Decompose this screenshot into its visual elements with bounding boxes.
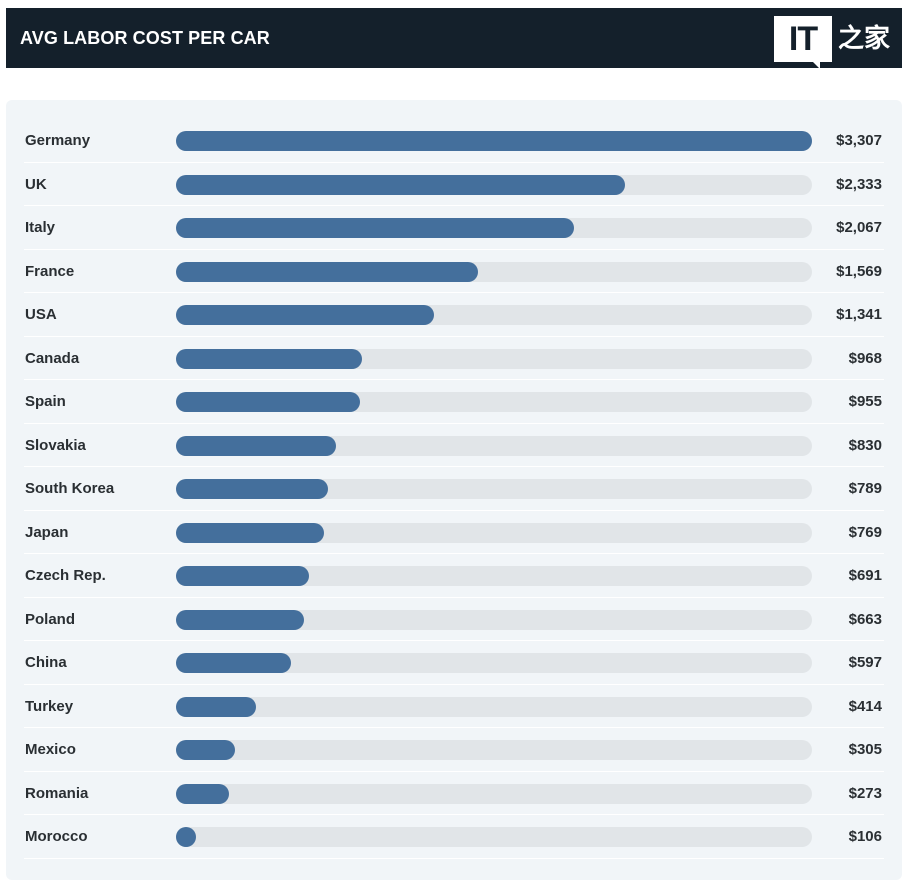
bar-row: South Korea $789 — [24, 467, 884, 511]
bar-chart-panel: Germany $3,307 UK $2,333 Italy $2,067 France $1… — [6, 100, 902, 880]
value-label: $968 — [848, 349, 882, 367]
bar — [176, 653, 291, 673]
value-label: $663 — [848, 610, 882, 628]
bar-track — [176, 218, 812, 238]
value-label: $955 — [848, 393, 882, 410]
bar — [176, 696, 256, 717]
bar — [176, 261, 478, 282]
bar — [176, 740, 235, 760]
bar-row: Canada $968 — [24, 337, 884, 380]
bar-row: Slovakia $830 — [24, 424, 884, 467]
bar-row: Turkey $414 — [24, 685, 884, 728]
value-label: $1,341 — [836, 306, 882, 323]
bar — [176, 218, 574, 238]
value-label: $2,067 — [836, 219, 882, 236]
bar-track — [176, 566, 812, 586]
bar-track — [176, 479, 812, 499]
value-label: $3,307 — [836, 132, 882, 149]
ithome-logo: IT 之家 — [774, 16, 894, 69]
bar — [176, 348, 363, 369]
value-label: $305 — [848, 741, 882, 758]
bar — [176, 522, 324, 543]
bar-row: Mexico $305 — [24, 728, 884, 772]
bar-track — [176, 261, 812, 282]
bar-track — [176, 348, 812, 369]
bar-track — [176, 653, 812, 673]
value-label: $414 — [848, 697, 882, 715]
value-label: $691 — [848, 567, 882, 584]
bar — [176, 783, 229, 804]
category-label: China — [25, 654, 67, 671]
bar — [176, 479, 328, 499]
category-label: Italy — [25, 219, 56, 236]
bar-row: Morocco $106 — [24, 815, 884, 859]
bar-row: Italy $2,067 — [24, 206, 884, 250]
logo-mark: IT — [774, 16, 832, 69]
category-label: Slovakia — [25, 436, 86, 454]
bar — [176, 174, 625, 195]
value-label: $2,333 — [836, 175, 882, 193]
bar-track — [176, 740, 812, 760]
bar-track — [176, 392, 812, 412]
chart-title: AVG LABOR COST PER CAR — [20, 28, 270, 48]
category-label: Mexico — [25, 741, 76, 758]
chart-header: AVG LABOR COST PER CAR IT 之家 — [6, 8, 902, 69]
bar — [176, 566, 309, 586]
value-label: $273 — [848, 784, 882, 802]
bar — [176, 131, 812, 151]
category-label: Morocco — [25, 828, 88, 845]
category-label: Japan — [25, 523, 69, 541]
value-label: $1,569 — [836, 262, 882, 280]
value-label: $106 — [848, 828, 882, 845]
bar-track — [176, 131, 812, 151]
category-label: Canada — [25, 349, 80, 367]
value-label: $597 — [848, 654, 882, 671]
bar-track — [176, 435, 812, 456]
value-label: $789 — [848, 480, 882, 497]
bar-row: China $597 — [24, 641, 884, 685]
bar — [176, 392, 360, 412]
category-label: Czech Rep. — [25, 567, 106, 584]
bar-row: Romania $273 — [24, 772, 884, 815]
category-label: Germany — [25, 132, 91, 149]
category-label: South Korea — [25, 480, 115, 497]
bar-track — [176, 609, 812, 630]
value-label: $769 — [848, 523, 882, 541]
bar-track — [176, 174, 812, 195]
bar-row: Germany $3,307 — [24, 119, 884, 163]
bar-track — [176, 827, 812, 847]
bar — [176, 609, 304, 630]
bar-row: UK $2,333 — [24, 163, 884, 206]
bar-row: Poland $663 — [24, 598, 884, 641]
bar-row: Japan $769 — [24, 511, 884, 554]
category-label: USA — [25, 306, 57, 323]
category-label: Turkey — [25, 697, 74, 715]
bar — [176, 435, 336, 456]
bar-track — [176, 783, 812, 804]
category-label: UK — [25, 175, 47, 193]
bar-track — [176, 522, 812, 543]
bar — [176, 305, 434, 325]
bar-row: USA $1,341 — [24, 293, 884, 337]
bar-track — [176, 305, 812, 325]
category-label: Spain — [25, 393, 66, 410]
category-label: Poland — [25, 610, 76, 628]
bar-track — [176, 696, 812, 717]
logo-text: 之家 — [838, 24, 891, 54]
bar-row: Spain $955 — [24, 380, 884, 424]
value-label: $830 — [848, 436, 882, 454]
category-label: Romania — [25, 784, 89, 802]
bar — [176, 827, 197, 847]
bar-row: France $1,569 — [24, 250, 884, 293]
bar-row: Czech Rep. $691 — [24, 554, 884, 598]
category-label: France — [25, 262, 75, 280]
